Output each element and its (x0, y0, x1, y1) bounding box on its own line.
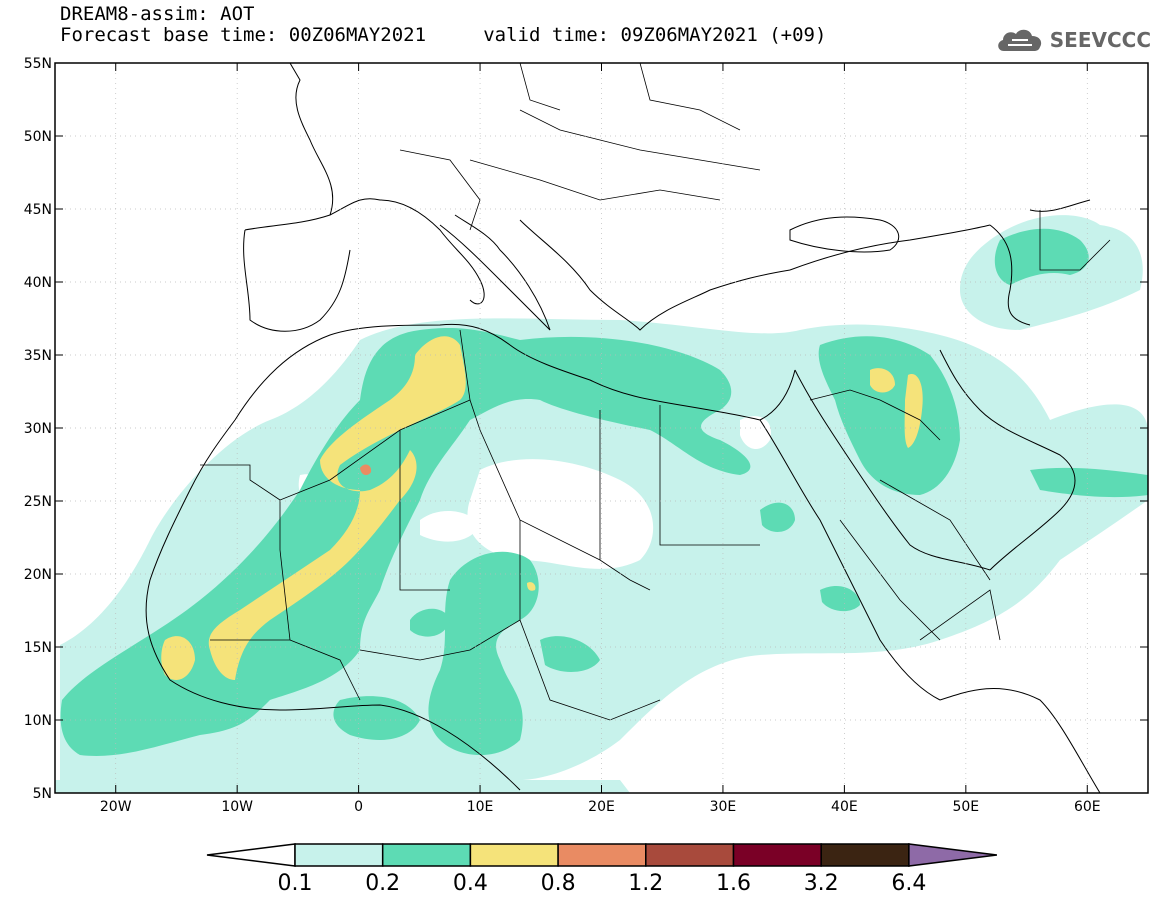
axis-ticks (55, 62, 1148, 794)
colorbar-box (469, 843, 559, 867)
colorbar-under-triangle (206, 843, 296, 867)
colorbar-level-label: 0.4 (453, 871, 488, 896)
lon-tick-label: 50E (952, 799, 979, 815)
colorbar-level-label: 6.4 (891, 871, 926, 896)
aot-level-0.4 (161, 336, 923, 680)
country-borders (200, 63, 1111, 721)
lon-tick-label: 10E (467, 799, 494, 815)
logo-text: SEEVCCC (1049, 28, 1151, 52)
lon-tick-label: 30E (710, 799, 737, 815)
lat-tick-label: 50N (24, 129, 52, 145)
lon-tick-label: 20W (100, 799, 132, 815)
lat-tick-label: 55N (24, 56, 52, 72)
lat-tick-label: 30N (24, 421, 52, 437)
lon-tick-label: 20E (588, 799, 615, 815)
colorbar-level-label: 0.8 (541, 871, 576, 896)
lon-tick-label: 0 (354, 799, 363, 815)
lat-tick-label: 25N (24, 494, 52, 510)
longitude-labels: 20W 10W 0 10E 20E 30E 40E 50E 60E (100, 799, 1101, 815)
colorbar-level-label: 1.2 (628, 871, 663, 896)
lat-tick-label: 45N (24, 202, 52, 218)
lat-tick-label: 15N (24, 640, 52, 656)
lat-tick-label: 40N (24, 275, 52, 291)
seevccc-logo: SEEVCCC (994, 24, 1151, 56)
colorbar-box (645, 843, 735, 867)
aot-level-0.8 (360, 464, 372, 476)
colorbar-level-label: 3.2 (804, 871, 839, 896)
lon-tick-label: 10W (221, 799, 253, 815)
latitude-labels: 55N 50N 45N 40N 35N 30N 25N 20N 15N 10N 5N (24, 56, 52, 802)
lat-tick-label: 35N (24, 348, 52, 364)
lat-tick-label: 5N (33, 786, 52, 802)
colorbar-box (557, 843, 647, 867)
coastlines (145, 63, 1101, 793)
title-line-2: Forecast base time: 00Z06MAY2021 valid t… (60, 24, 827, 46)
colorbar-box (381, 843, 472, 867)
lat-tick-label: 20N (24, 567, 52, 583)
colorbar: 0.1 0.2 0.4 0.8 1.2 1.6 3.2 6.4 (206, 843, 997, 896)
colorbar-over-triangle (908, 843, 997, 867)
lon-tick-label: 40E (831, 799, 858, 815)
colorbar-level-label: 1.6 (716, 871, 751, 896)
colorbar-box (732, 843, 822, 867)
colorbar-box (820, 843, 910, 867)
cloud-icon (997, 29, 1041, 51)
colorbar-box (294, 843, 384, 867)
lon-tick-label: 60E (1074, 799, 1101, 815)
colorbar-level-label: 0.1 (278, 871, 313, 896)
lat-tick-label: 10N (24, 713, 52, 729)
aot-shading (55, 215, 1148, 793)
title-line-1: DREAM8-assim: AOT (60, 3, 255, 25)
colorbar-level-label: 0.2 (365, 871, 400, 896)
